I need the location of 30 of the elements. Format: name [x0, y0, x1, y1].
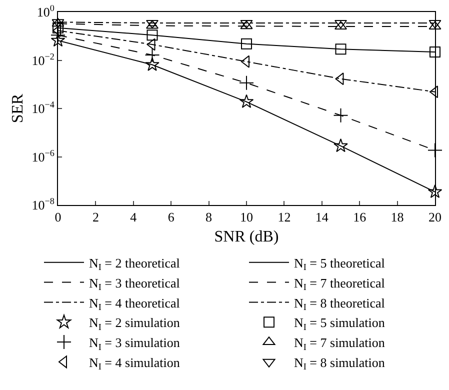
x-tick-label: 16 — [353, 210, 367, 225]
y-tick-label: 10$^{−2}$ — [32, 51, 55, 68]
legend-label: N$_{I}$ = 5 simulation — [294, 315, 386, 332]
x-tick-label: 18 — [390, 210, 404, 225]
x-tick-label: 0 — [54, 210, 62, 225]
legend-label: N$_{I}$ = 2 simulation — [89, 315, 180, 332]
legend-label: N$_{I}$ = 8 theoretical — [294, 295, 386, 312]
x-tick-label: 12 — [278, 210, 291, 225]
legend-label: N$_{I}$ = 4 theoretical — [89, 295, 180, 312]
y-tick-label: 10$^{−8}$ — [32, 196, 55, 213]
y-tick-label: 10$^{0}$ — [36, 3, 55, 20]
x-tick-label: 14 — [315, 210, 329, 225]
y-axis-title: SER — [10, 94, 27, 124]
legend-label: N$_{I}$ = 5 theoretical — [294, 255, 386, 272]
x-tick-label: 20 — [428, 210, 442, 225]
x-tick-label: 2 — [92, 210, 99, 225]
x-tick-label: 6 — [168, 210, 175, 225]
y-tick-label: 10$^{−6}$ — [32, 148, 55, 164]
x-axis-title: SNR (dB) — [214, 228, 279, 246]
x-tick-label: 4 — [130, 210, 138, 225]
legend-label: N$_{I}$ = 8 simulation — [294, 354, 386, 372]
legend-label: N$_{I}$ = 2 theoretical — [89, 255, 180, 272]
legend-label: N$_{I}$ = 3 simulation — [89, 335, 180, 352]
legend-label: N$_{I}$ = 7 theoretical — [294, 275, 386, 292]
y-tick-label: 10$^{−4}$ — [32, 100, 55, 116]
legend-label: N$_{I}$ = 3 theoretical — [89, 275, 180, 292]
legend-label: N$_{I}$ = 4 simulation — [89, 354, 180, 372]
legend-label: N$_{I}$ = 7 simulation — [294, 335, 386, 352]
x-tick-label: 8 — [206, 210, 212, 225]
x-tick-label: 10 — [240, 210, 253, 225]
